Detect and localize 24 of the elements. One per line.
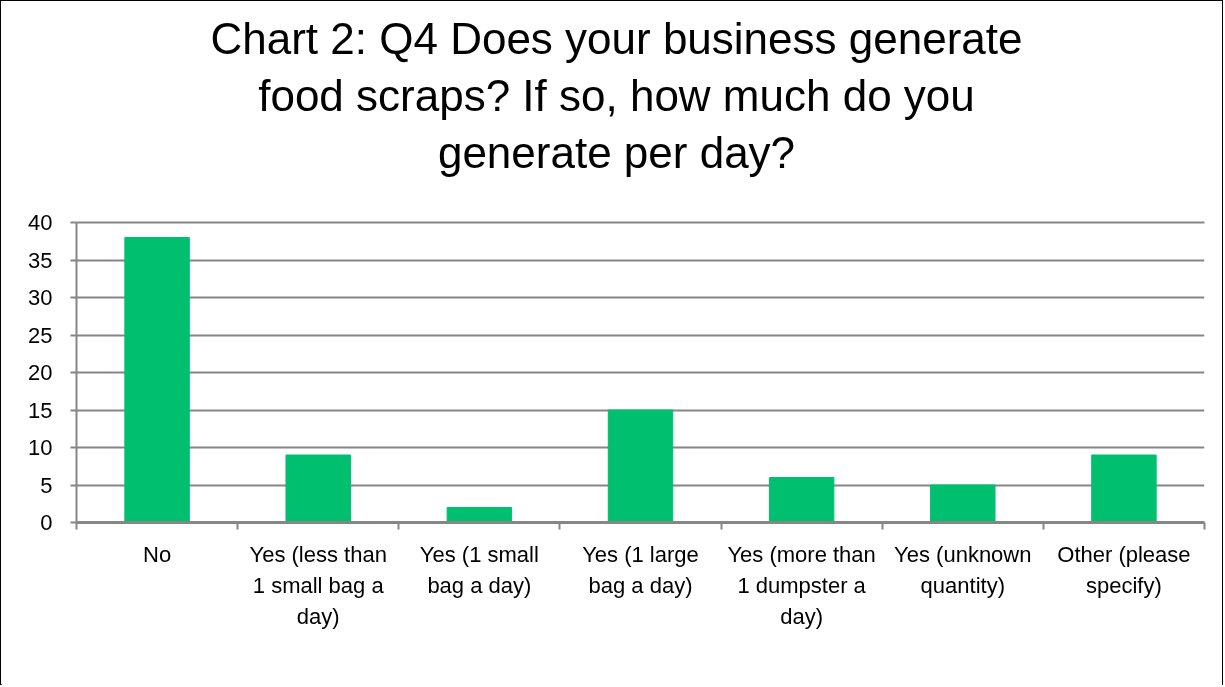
y-tick-label: 15 xyxy=(28,397,53,423)
y-tick-label: 5 xyxy=(40,472,53,498)
bar xyxy=(607,409,674,523)
y-tick-label: 0 xyxy=(40,510,53,535)
chart-title: Chart 2: Q4 Does your business generate food scraps? If so, how much do you generate per day? xyxy=(209,13,1024,180)
x-tick-label: Yes (unknown quantity) xyxy=(894,541,1032,598)
y-tick-label: 10 xyxy=(28,435,53,460)
y-tick-label: 40 xyxy=(28,210,53,235)
y-tick-label: 30 xyxy=(28,285,53,310)
bar xyxy=(285,454,351,523)
x-tick-label: Yes (more than 1 dumpster a day) xyxy=(727,541,876,629)
bar xyxy=(768,477,835,523)
bar xyxy=(1091,454,1157,523)
y-tick-label: 25 xyxy=(28,322,53,348)
x-tick-label: Yes (1 large bag a day) xyxy=(582,541,699,598)
x-tick-label: No xyxy=(143,541,172,567)
bar xyxy=(124,237,190,523)
bar xyxy=(446,507,513,523)
x-tick-label: Other (please specify) xyxy=(1057,541,1191,598)
x-tick-label: Yes (1 small bag a day) xyxy=(419,541,539,598)
bar xyxy=(930,484,996,523)
y-tick-label: 35 xyxy=(28,247,53,273)
x-tick-label: Yes (less than 1 small bag a day) xyxy=(249,541,387,629)
y-tick-label: 20 xyxy=(28,360,53,385)
